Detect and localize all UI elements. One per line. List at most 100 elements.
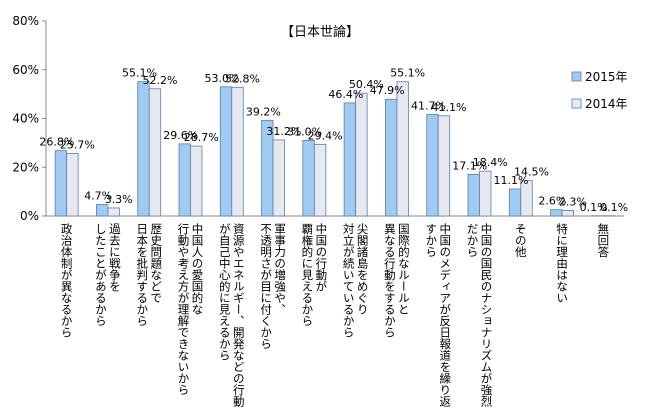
bar-series2 [437,115,451,217]
data-label: 50.4% [349,78,384,91]
data-label: 41.1% [431,101,466,114]
legend-label: 2014年 [585,97,628,111]
bar-series1 [343,102,357,217]
bar-series2 [231,86,244,217]
bars [54,81,616,217]
data-label: 53.0% [205,72,240,85]
legend: 2015年 2014年 [571,70,628,111]
data-label: 55.1% [390,67,425,80]
bar-series2 [190,145,203,217]
category-label-line: 無回答 [596,222,610,258]
y-tick-label: 40% [12,112,39,126]
category-label-line: 過去に戦争を [108,223,122,292]
data-label: 46.4% [328,88,363,101]
category-label-line: だから [466,223,480,258]
data-label: 14.5% [514,166,549,179]
y-tick-label: 20% [12,160,39,174]
bar-series2 [313,143,327,217]
bar-series2 [479,170,492,217]
data-label: 17.1% [452,159,487,172]
data-label: 29.4% [308,129,343,142]
category-label-line: その他 [514,223,528,258]
data-labels: 26.8% 4.7% 55.1% 29.6% 53.0% 39.2% 31.0% 46.4% 4… [39,67,628,214]
data-label: 18.4% [473,156,508,169]
category-label-line: 国際的なルールと [397,223,411,315]
bar-series1 [96,204,109,217]
data-label: 47.9% [370,84,405,97]
category-label-line: 中国の行動が [314,223,328,292]
data-label: 31.2% [266,125,301,138]
category-label-line: したことがあるから [94,223,108,327]
data-label: 3.3% [105,193,133,206]
data-label: 0.1% [580,201,608,214]
category-label-line: 軍事力の増強や、 [273,223,287,315]
bar-series2 [148,88,162,217]
data-label: 4.7% [84,190,112,203]
category-label-line: 特に理由はない [555,222,569,303]
data-label: 2.3% [559,195,587,208]
bar-series2 [107,207,120,217]
bar-series1 [426,113,439,217]
bar-series1 [178,143,191,217]
bar-series1 [508,188,522,217]
legend-swatch [571,71,582,82]
bar-series2 [561,209,574,217]
category-label-line: 異なる行動をするから [383,223,397,338]
category-label: 軍事力の増強や、不透明さが目に付くから [259,223,287,350]
data-label: 11.1% [494,174,529,187]
data-label: 2.6% [538,195,566,208]
data-label: 39.2% [246,105,281,118]
data-label: 28.7% [184,131,219,144]
y-tick-label: 0% [20,209,39,223]
category-label: 特に理由はない [555,222,569,303]
category-label-line: 資源やエネルギー、開発などの行動 [232,223,246,408]
data-label: 26.8% [39,136,74,149]
data-label: 41.7% [411,99,446,112]
category-label-line: 中国の国民のナショナリズムが強烈 [480,223,494,408]
category-label-line: すから [424,223,438,258]
bar-series1 [302,140,315,217]
data-label: 52.2% [142,74,177,87]
bar-series1 [550,209,563,217]
y-tick-label: 60% [12,63,39,77]
bar-series1 [54,150,68,217]
category-label-line: 不透明さが目に付くから [259,223,273,350]
category-label: その他 [514,223,528,258]
category-label: 政治体制が異なるから [60,222,74,338]
category-label-line: 中国のメディアが反日報道を繰り返 [438,223,452,407]
category-label-line: 覇権的に見えるから [300,223,314,327]
data-label: 29.6% [163,129,198,142]
bar-series2 [396,81,409,217]
category-label-line: 対立が続いているから [342,222,356,338]
category-label-line: 行動や考え方が理解できないから [177,223,191,396]
legend-swatch [571,98,582,109]
category-label-line: が自己中心的に見えるから [218,223,232,361]
y-tick-label: 80% [12,14,39,28]
category-label-line: 歴史問題などで [149,223,163,304]
data-label: 52.8% [225,72,260,85]
data-label: 0.1% [600,201,628,214]
bar-series1 [385,98,398,217]
data-label: 31.0% [287,125,322,138]
bar-series1 [137,81,150,217]
category-label-line: 中国人の愛国的な [191,223,205,315]
data-label: 25.7% [60,138,95,151]
bar-series2 [272,139,285,217]
bar-series2 [66,152,79,217]
bar-series1 [219,86,233,217]
legend-label: 2015年 [585,70,628,84]
category-label-line: 尖閣諸島をめぐり [356,222,370,315]
category-label: 無回答 [596,222,610,258]
bar-series2 [520,180,533,217]
